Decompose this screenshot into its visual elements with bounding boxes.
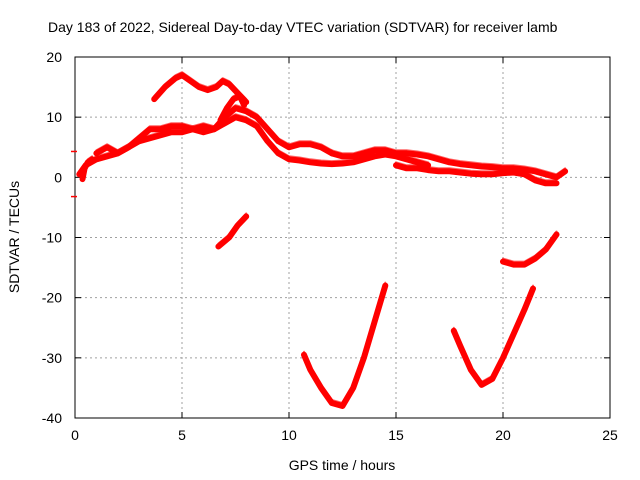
grid — [75, 57, 610, 418]
series-arc-neg-21h — [500, 231, 560, 268]
x-tick-label: 0 — [71, 427, 79, 443]
ticks: 0 5 10 15 20 25 -40 -30 -20 -10 0 10 20 — [42, 49, 618, 443]
series-arc-v-12h-jitter — [303, 281, 387, 404]
series-arc-mid-right-jitter — [330, 146, 567, 176]
series-arc-lobe-7h — [217, 93, 248, 124]
series-arc-v-19h-jitter — [452, 284, 534, 383]
series-arc-low-right — [393, 162, 560, 187]
series-arc-start-stub-jitter — [81, 155, 94, 178]
series-group — [71, 71, 569, 409]
series-arc-main-high-jitter — [95, 104, 333, 152]
series-arc-lobe-7h-jitter — [219, 92, 246, 119]
x-tick-label: 15 — [388, 427, 404, 443]
series-arc-neg-8h — [215, 213, 250, 250]
y-axis-label: SDTVAR / TECUs — [6, 181, 22, 293]
series-arc-upper-left — [151, 72, 250, 106]
series-arc-neg-21h-jitter — [502, 230, 558, 263]
series-arc-v-12h — [301, 282, 389, 409]
x-tick-label: 5 — [178, 427, 186, 443]
x-tick-label: 10 — [281, 427, 297, 443]
series-arc-mid-right — [328, 147, 569, 181]
chart-title: Day 183 of 2022, Sidereal Day-to-day VTE… — [48, 19, 558, 35]
y-tick-label: -20 — [42, 290, 62, 306]
y-tick-label: 20 — [46, 49, 62, 65]
series-arc-v-19h — [450, 285, 536, 388]
series-arc-low-right-jitter — [395, 161, 558, 182]
y-tick-label: -10 — [42, 230, 62, 246]
series-arc-main-high — [93, 105, 335, 157]
x-tick-label: 25 — [602, 427, 618, 443]
y-tick-label: 10 — [46, 109, 62, 125]
y-tick-label: -30 — [42, 350, 62, 366]
series-arc-upper-left-jitter — [153, 71, 248, 101]
x-axis-label: GPS time / hours — [289, 457, 396, 473]
series-arc-neg-8h-jitter — [217, 212, 248, 245]
x-tick-label: 20 — [495, 427, 511, 443]
y-tick-label: 0 — [54, 169, 62, 185]
y-tick-label: -40 — [42, 410, 62, 426]
